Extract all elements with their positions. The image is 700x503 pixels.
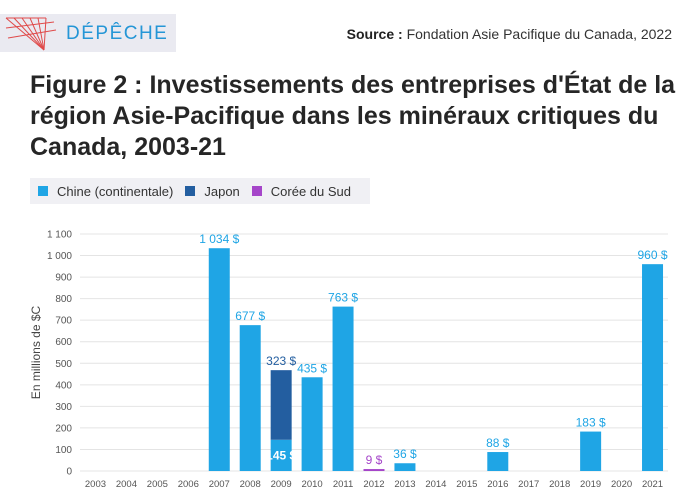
data-label: 88 $ [486, 436, 510, 450]
x-tick-label: 2019 [580, 479, 601, 490]
brand-banner: DÉPÊCHE [0, 14, 176, 52]
source-line: Source : Fondation Asie Pacifique du Can… [347, 26, 672, 42]
data-label: 677 $ [235, 309, 265, 323]
chart-title: Figure 2 : Investissements des entrepris… [30, 71, 676, 161]
data-label: 145 $ [266, 448, 296, 462]
x-tick-label: 2017 [518, 479, 539, 490]
x-tick-label: 2003 [85, 479, 106, 490]
bar [208, 248, 230, 471]
data-label: 1 034 $ [199, 232, 239, 246]
legend-swatch-coree [251, 186, 262, 196]
bar [642, 264, 664, 471]
x-tick-label: 2010 [302, 479, 323, 490]
legend-swatch-chine [38, 186, 48, 196]
y-tick-label: 800 [55, 294, 72, 305]
legend-label-chine: Chine (continentale) [57, 183, 174, 199]
legend-label-coree: Corée du Sud [270, 183, 352, 199]
y-tick-label: 200 [55, 423, 72, 434]
bar [487, 452, 509, 471]
bar [270, 439, 292, 471]
brand-name: DÉPÊCHE [66, 23, 169, 44]
data-label: 323 $ [266, 354, 296, 368]
x-tick-label: 2020 [611, 479, 632, 490]
bar [332, 306, 354, 471]
chart-legend: Chine (continentale) Japon Corée du Sud [30, 178, 370, 204]
y-tick-label: 700 [55, 316, 72, 327]
data-label: 183 $ [576, 416, 606, 430]
brand-logo-icon [5, 17, 57, 51]
x-tick-label: 2004 [116, 479, 137, 490]
source-text: Fondation Asie Pacifique du Canada, 2022 [406, 26, 672, 42]
bar [580, 431, 602, 471]
x-tick-label: 2021 [642, 479, 663, 490]
x-tick-label: 2009 [271, 479, 292, 490]
data-label: 763 $ [328, 291, 358, 305]
legend-label-japon: Japon [204, 183, 240, 199]
data-label: 36 $ [393, 447, 417, 461]
y-tick-label: 400 [55, 380, 72, 391]
legend-item-coree: Corée du Sud [251, 183, 352, 199]
y-axis-label: En millions de $C [29, 305, 43, 399]
bar [270, 370, 292, 440]
y-tick-label: 100 [55, 445, 72, 456]
bar [394, 463, 416, 471]
legend-item-chine: Chine (continentale) [38, 184, 173, 199]
bar [363, 469, 385, 471]
y-tick-label: 600 [55, 337, 72, 348]
x-tick-label: 2018 [549, 479, 570, 490]
x-tick-label: 2013 [394, 479, 415, 490]
data-label: 435 $ [297, 361, 327, 375]
source-label: Source : [346, 26, 403, 42]
x-tick-label: 2015 [456, 479, 477, 490]
bar [301, 377, 323, 471]
y-tick-label: 900 [55, 273, 72, 284]
x-tick-label: 2008 [240, 479, 261, 490]
y-tick-label: 500 [55, 359, 72, 370]
x-tick-label: 2012 [363, 479, 384, 490]
x-tick-label: 2005 [147, 479, 168, 490]
y-tick-label: 300 [55, 402, 72, 413]
x-tick-label: 2011 [333, 479, 353, 490]
legend-swatch-japon [185, 186, 196, 196]
y-tick-label: 1 000 [47, 251, 72, 262]
data-label: 9 $ [366, 453, 383, 467]
x-tick-label: 2016 [487, 479, 508, 490]
legend-item-japon: Japon [185, 183, 240, 199]
x-tick-label: 2007 [209, 479, 230, 490]
data-label: 960 $ [638, 248, 668, 262]
y-tick-label: 0 [66, 467, 72, 478]
y-tick-label: 1 100 [47, 230, 72, 241]
bar [239, 325, 261, 471]
x-tick-label: 2014 [425, 479, 446, 490]
x-tick-label: 2006 [178, 479, 199, 490]
